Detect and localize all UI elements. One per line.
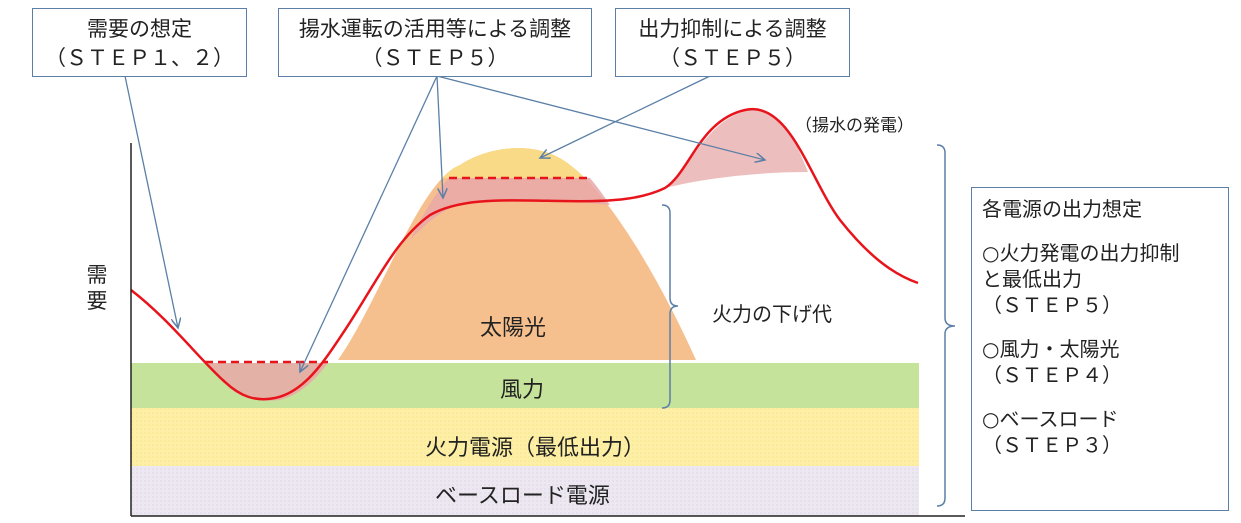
- baseload-band: [131, 466, 919, 516]
- legend-title: 各電源の出力想定: [982, 197, 1142, 221]
- thermal-margin-brace: [661, 204, 679, 409]
- callout-demand: 需要の想定 （ＳＴＥＰ１、２）: [32, 8, 247, 77]
- baseload-label: ベースロード電源: [435, 484, 610, 509]
- legend-item1-step: （ＳＴＥＰ５）: [982, 293, 1122, 317]
- legend-item3-step: （ＳＴＥＰ３）: [982, 433, 1122, 457]
- demand-curve: [130, 107, 919, 401]
- legend-item2-line1: ○風力・太陽光: [982, 337, 1120, 361]
- arrow-curtail: [540, 75, 711, 158]
- callout-pumped-line2: （ＳＴＥＰ５）: [361, 46, 509, 70]
- legend-item1-line2: と最低出力: [982, 267, 1082, 291]
- pumped-generation-area: [658, 109, 808, 190]
- callout-curtail-line1: 出力抑制による調整: [638, 17, 827, 41]
- thermal-min-band: [131, 408, 919, 466]
- callout-curtail: 出力抑制による調整 （ＳＴＥＰ５）: [615, 8, 850, 77]
- thermal-min-label: 火力電源（最低出力）: [425, 436, 646, 461]
- arrow-pumped-peak: [436, 75, 443, 198]
- wind-label: 風力: [500, 378, 545, 403]
- legend-item3-line1: ○ベースロード: [982, 407, 1119, 431]
- solar-label: 太陽光: [480, 316, 547, 341]
- solar-area: [338, 148, 696, 360]
- thermal-margin-label: 火力の下げ代: [712, 302, 832, 326]
- callout-demand-line2: （ＳＴＥＰ１、２）: [45, 46, 234, 70]
- callout-pumped-line1: 揚水運転の活用等による調整: [298, 17, 572, 41]
- legend-item2-step: （ＳＴＥＰ４）: [982, 363, 1122, 387]
- surplus-area-solar: [410, 178, 610, 240]
- y-axis-label: 需要: [86, 263, 108, 313]
- callout-pumped: 揚水運転の活用等による調整 （ＳＴＥＰ５）: [278, 8, 592, 77]
- arrow-demand: [124, 75, 178, 328]
- arrow-pumped-gen: [436, 75, 765, 160]
- callout-curtail-line2: （ＳＴＥＰ５）: [659, 46, 806, 70]
- legend-brace: [936, 144, 956, 507]
- legend-box: 各電源の出力想定 ○火力発電の出力抑制 と最低出力 （ＳＴＥＰ５） ○風力・太陽…: [971, 187, 1229, 511]
- arrow-pumped-valley: [300, 75, 438, 372]
- callout-demand-line1: 需要の想定: [87, 17, 192, 41]
- legend-item1-line1: ○火力発電の出力抑制: [982, 241, 1180, 265]
- pumped-generation-label: （揚水の発電）: [795, 116, 914, 136]
